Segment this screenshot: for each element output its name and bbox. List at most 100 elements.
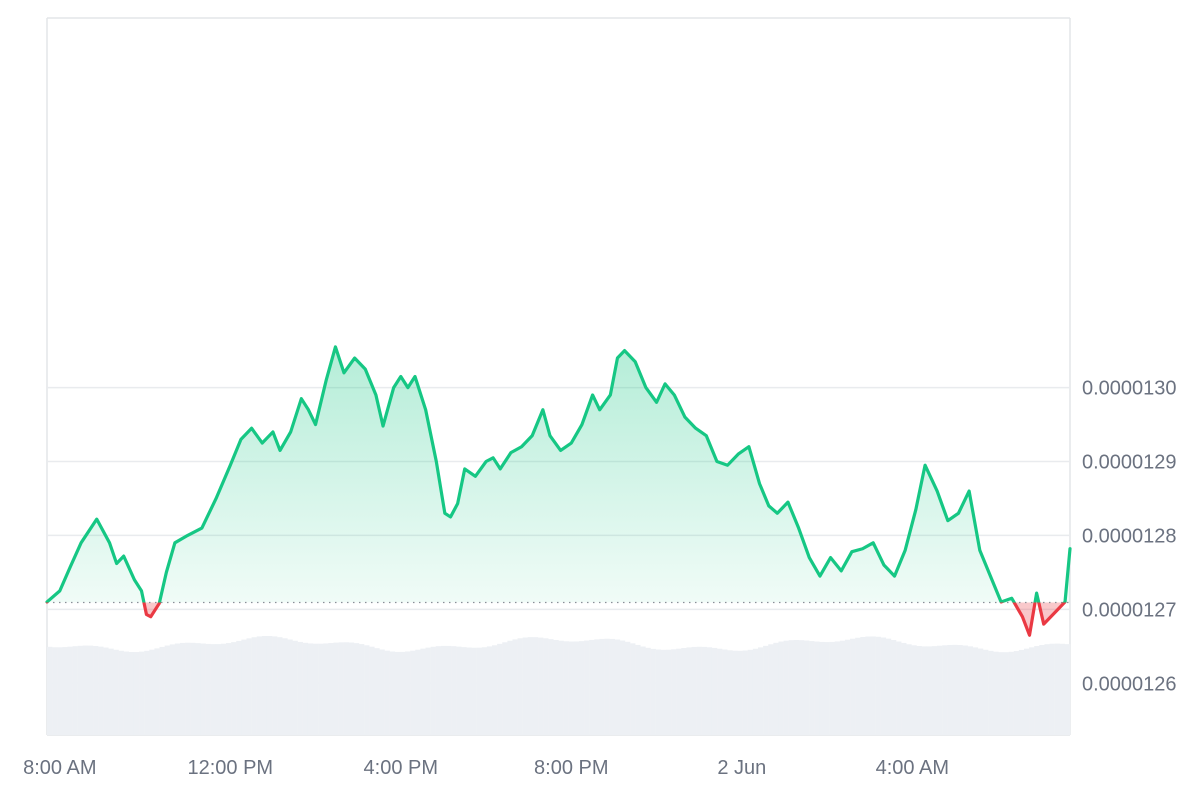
volume-bar bbox=[885, 638, 892, 735]
volume-bar bbox=[573, 641, 580, 735]
volume-bar bbox=[72, 646, 78, 735]
volume-bar bbox=[604, 638, 610, 735]
volume-bar bbox=[266, 635, 273, 735]
volume-bar bbox=[236, 640, 242, 735]
volume-bar bbox=[333, 642, 339, 735]
volume-bar bbox=[711, 647, 718, 735]
volume-bar bbox=[942, 645, 948, 735]
volume-bar bbox=[860, 636, 866, 735]
y-tick-label: 0.0000128 bbox=[1082, 525, 1177, 547]
volume-bar bbox=[937, 645, 943, 735]
volume-bar bbox=[752, 648, 759, 735]
volume-bar bbox=[1044, 644, 1050, 735]
volume-bar bbox=[630, 643, 636, 735]
volume-bar bbox=[220, 643, 227, 735]
volume-bar bbox=[502, 642, 508, 735]
volume-bar bbox=[921, 646, 927, 735]
volume-bar bbox=[763, 645, 769, 735]
volume-bar bbox=[1054, 643, 1060, 735]
volume-bar bbox=[778, 641, 784, 735]
volume-bar bbox=[952, 644, 958, 735]
volume-bar bbox=[389, 651, 396, 735]
volume-bar bbox=[538, 637, 544, 735]
volume-bar bbox=[261, 635, 268, 735]
volume-bar bbox=[844, 639, 851, 735]
volume-bar bbox=[706, 647, 713, 735]
volume-bar bbox=[696, 646, 702, 735]
volume-bar bbox=[717, 648, 723, 735]
volume-bar bbox=[113, 649, 119, 735]
x-tick-label: 8:00 PM bbox=[534, 757, 608, 779]
volume-bar bbox=[1018, 649, 1025, 735]
volume-bar bbox=[328, 643, 334, 735]
volume-bar bbox=[185, 642, 191, 735]
volume-bar bbox=[824, 642, 830, 735]
volume-bar bbox=[727, 650, 733, 735]
volume-bar bbox=[195, 643, 201, 735]
volume-bar bbox=[226, 643, 232, 735]
volume-bar bbox=[1034, 646, 1040, 735]
volume-bar bbox=[445, 645, 452, 735]
volume-bar bbox=[277, 637, 283, 735]
volume-bar bbox=[93, 645, 99, 735]
x-tick-label: 12:00 PM bbox=[187, 757, 273, 779]
volume-bar bbox=[451, 646, 457, 735]
volume-bar bbox=[374, 648, 380, 735]
volume-bar bbox=[972, 647, 979, 735]
volume-bar bbox=[998, 652, 1004, 735]
volume-bar bbox=[798, 640, 805, 735]
price-line-above[interactable] bbox=[45, 345, 1072, 635]
y-tick-label: 0.0000126 bbox=[1082, 673, 1177, 695]
volume-bar bbox=[318, 643, 324, 735]
volume-bar bbox=[123, 651, 130, 735]
x-tick-label: 4:00 PM bbox=[364, 757, 438, 779]
volume-bar bbox=[548, 639, 554, 735]
volume-bar bbox=[676, 648, 682, 735]
volume-bar bbox=[747, 649, 754, 735]
volume-bar bbox=[804, 640, 810, 735]
volume-bar bbox=[103, 647, 109, 735]
volume-bar bbox=[302, 642, 309, 735]
volume-bar bbox=[466, 647, 472, 735]
volume-bar bbox=[87, 645, 94, 735]
volume-bar bbox=[850, 638, 856, 735]
volume-bar bbox=[834, 641, 841, 735]
volume-bar bbox=[435, 646, 442, 735]
volume-bar bbox=[67, 646, 73, 735]
price-area-below bbox=[47, 602, 1070, 636]
volume-bar bbox=[594, 639, 600, 735]
volume-bar bbox=[819, 641, 825, 735]
volume-bar bbox=[814, 641, 820, 735]
volume-bar bbox=[1023, 648, 1030, 735]
volume-bar bbox=[660, 649, 667, 735]
volume-bar bbox=[251, 637, 257, 735]
volume-bars bbox=[47, 635, 1071, 735]
volume-bar bbox=[364, 645, 370, 735]
volume-bar bbox=[701, 646, 708, 735]
volume-bar bbox=[179, 642, 186, 735]
y-axis-labels: 0.0000126 0.0000127 0.0000128 0.0000129 0.00… bbox=[1082, 378, 1177, 696]
volume-bar bbox=[645, 647, 651, 735]
volume-bar bbox=[977, 648, 984, 735]
volume-bar bbox=[609, 638, 615, 735]
volume-bar bbox=[492, 645, 498, 735]
volume-bar bbox=[379, 649, 385, 735]
volume-bar bbox=[205, 643, 211, 735]
volume-bar bbox=[757, 647, 764, 735]
volume-bar bbox=[522, 637, 529, 735]
volume-bar bbox=[154, 648, 160, 735]
volume-bar bbox=[62, 647, 68, 735]
volume-bar bbox=[870, 636, 876, 735]
volume-bar bbox=[671, 649, 677, 735]
volume-bar bbox=[405, 651, 411, 735]
volume-bar bbox=[461, 647, 467, 735]
x-axis-labels: 8:00 AM 12:00 PM 4:00 PM 8:00 PM 2 Jun 4:00 A… bbox=[23, 757, 949, 779]
volume-bar bbox=[507, 640, 513, 735]
price-line[interactable] bbox=[45, 345, 1072, 637]
volume-bar bbox=[1059, 643, 1066, 735]
volume-bar bbox=[783, 640, 789, 735]
volume-bar bbox=[875, 636, 881, 735]
volume-bar bbox=[732, 650, 738, 735]
volume-bar bbox=[686, 647, 692, 735]
